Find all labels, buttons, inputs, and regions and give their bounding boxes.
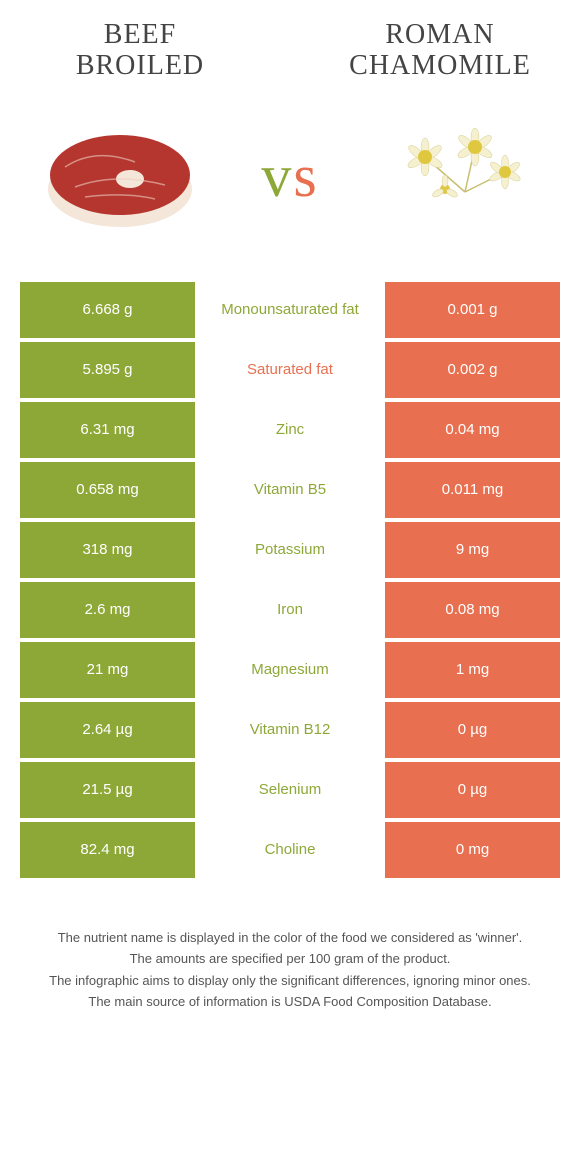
right-value: 0.002 g xyxy=(385,342,560,398)
right-food-title: Roman chamomile xyxy=(340,20,540,82)
table-row: 2.6 mgIron0.08 mg xyxy=(20,582,560,638)
left-value: 6.668 g xyxy=(20,282,195,338)
table-row: 21 mgMagnesium1 mg xyxy=(20,642,560,698)
chamomile-image xyxy=(370,112,550,242)
nutrient-label: Selenium xyxy=(195,762,385,818)
footer-line-2: The amounts are specified per 100 gram o… xyxy=(30,949,550,969)
right-value: 0 µg xyxy=(385,762,560,818)
footer-line-4: The main source of information is USDA F… xyxy=(30,992,550,1012)
left-value: 2.64 µg xyxy=(20,702,195,758)
table-row: 82.4 mgCholine0 mg xyxy=(20,822,560,878)
left-value: 21 mg xyxy=(20,642,195,698)
right-value: 0.011 mg xyxy=(385,462,560,518)
footer-notes: The nutrient name is displayed in the co… xyxy=(0,928,580,1012)
right-value: 9 mg xyxy=(385,522,560,578)
nutrient-label: Potassium xyxy=(195,522,385,578)
beef-image xyxy=(30,112,210,242)
left-food-title: Beef broiled xyxy=(40,20,240,82)
left-value: 2.6 mg xyxy=(20,582,195,638)
header-row: Beef broiled Roman chamomile xyxy=(0,0,580,92)
right-value: 0.08 mg xyxy=(385,582,560,638)
nutrient-label: Magnesium xyxy=(195,642,385,698)
vs-label: vs xyxy=(261,142,318,211)
left-value: 318 mg xyxy=(20,522,195,578)
table-row: 5.895 gSaturated fat0.002 g xyxy=(20,342,560,398)
nutrient-label: Choline xyxy=(195,822,385,878)
right-value: 0.001 g xyxy=(385,282,560,338)
footer-line-1: The nutrient name is displayed in the co… xyxy=(30,928,550,948)
left-value: 82.4 mg xyxy=(20,822,195,878)
right-value: 0 mg xyxy=(385,822,560,878)
nutrient-label: Iron xyxy=(195,582,385,638)
table-row: 6.31 mgZinc0.04 mg xyxy=(20,402,560,458)
nutrient-label: Saturated fat xyxy=(195,342,385,398)
nutrient-label: Vitamin B5 xyxy=(195,462,385,518)
table-row: 0.658 mgVitamin B50.011 mg xyxy=(20,462,560,518)
nutrient-table: 6.668 gMonounsaturated fat0.001 g5.895 g… xyxy=(20,282,560,878)
table-row: 318 mgPotassium9 mg xyxy=(20,522,560,578)
nutrient-label: Monounsaturated fat xyxy=(195,282,385,338)
left-value: 6.31 mg xyxy=(20,402,195,458)
left-value: 0.658 mg xyxy=(20,462,195,518)
table-row: 6.668 gMonounsaturated fat0.001 g xyxy=(20,282,560,338)
right-value: 0 µg xyxy=(385,702,560,758)
left-value: 5.895 g xyxy=(20,342,195,398)
table-row: 21.5 µgSelenium0 µg xyxy=(20,762,560,818)
right-value: 1 mg xyxy=(385,642,560,698)
nutrient-label: Zinc xyxy=(195,402,385,458)
footer-line-3: The infographic aims to display only the… xyxy=(30,971,550,991)
right-value: 0.04 mg xyxy=(385,402,560,458)
left-value: 21.5 µg xyxy=(20,762,195,818)
table-row: 2.64 µgVitamin B120 µg xyxy=(20,702,560,758)
nutrient-label: Vitamin B12 xyxy=(195,702,385,758)
images-row: vs xyxy=(0,92,580,282)
